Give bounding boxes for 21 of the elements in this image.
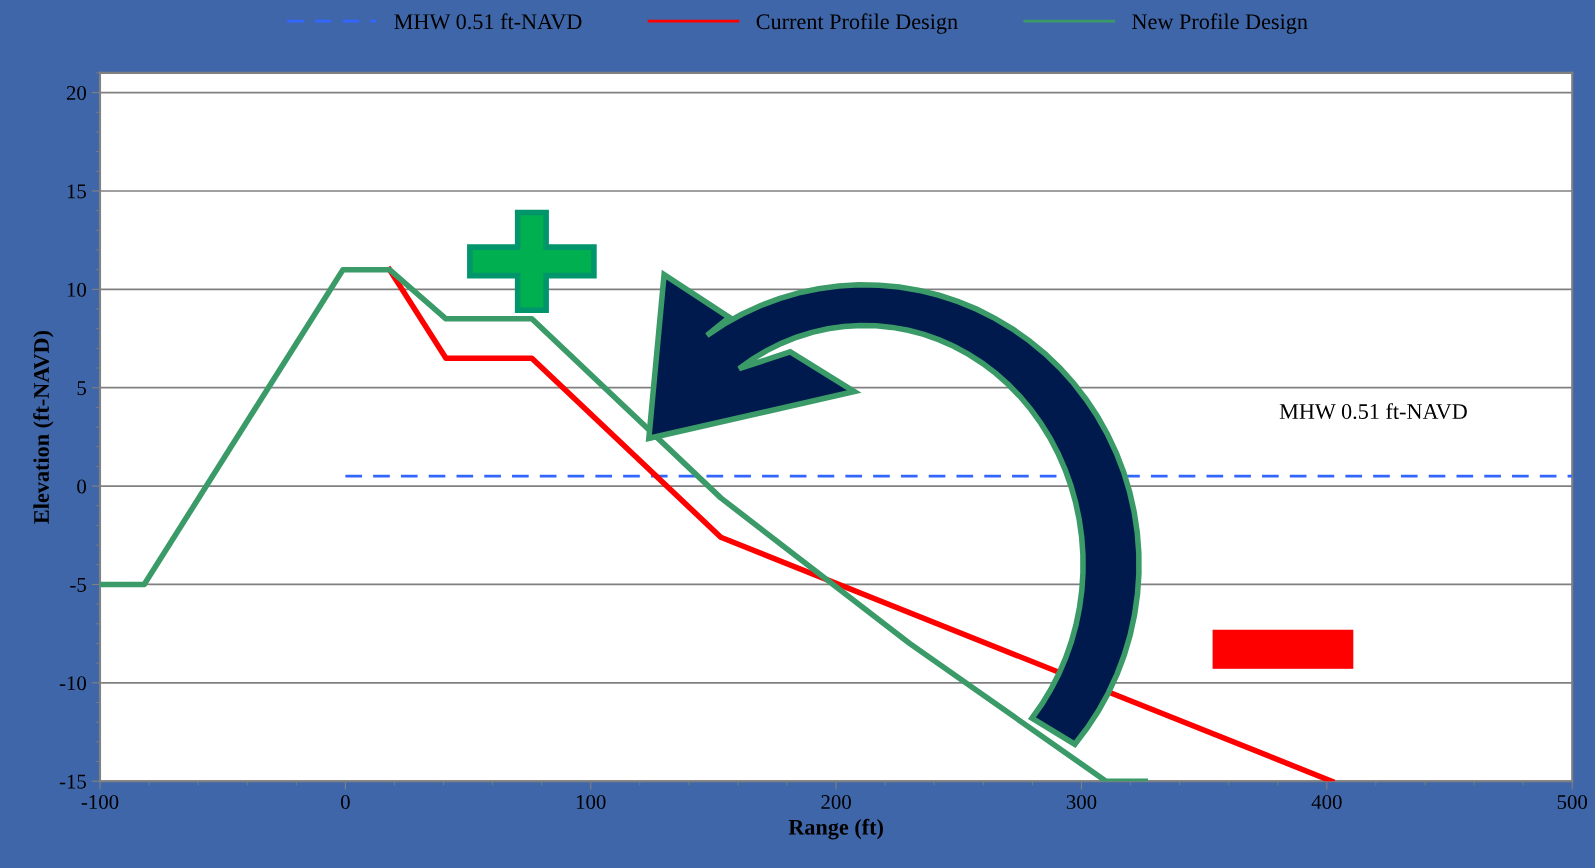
x-tick-label: -100: [81, 795, 119, 810]
y-axis-title: Elevation (ft-NAVD): [33, 331, 54, 524]
legend-label: New Profile Design: [1132, 13, 1308, 34]
x-tick-label: 500: [1557, 795, 1588, 810]
y-tick-label: 5: [77, 381, 86, 396]
y-tick-label: -10: [59, 676, 87, 691]
y-tick-label: 0: [77, 479, 87, 494]
legend-label: Current Profile Design: [756, 13, 958, 34]
x-tick-label: 100: [576, 795, 606, 810]
x-tick-label: 0: [340, 795, 350, 810]
y-tick-label: -15: [59, 774, 86, 789]
annotation: MHW 0.51 ft-NAVD: [1279, 403, 1467, 420]
x-tick-label: 200: [821, 795, 851, 810]
x-axis-title: Range (ft): [788, 818, 883, 840]
legend-label: MHW 0.51 ft-NAVD: [394, 13, 582, 30]
y-tick-label: 10: [67, 282, 87, 297]
x-tick-label: 400: [1311, 795, 1342, 810]
x-tick-label: 300: [1066, 795, 1097, 810]
y-tick-label: 15: [67, 184, 86, 199]
y-tick-label: 20: [66, 85, 87, 101]
y-tick-label: -5: [70, 578, 86, 592]
